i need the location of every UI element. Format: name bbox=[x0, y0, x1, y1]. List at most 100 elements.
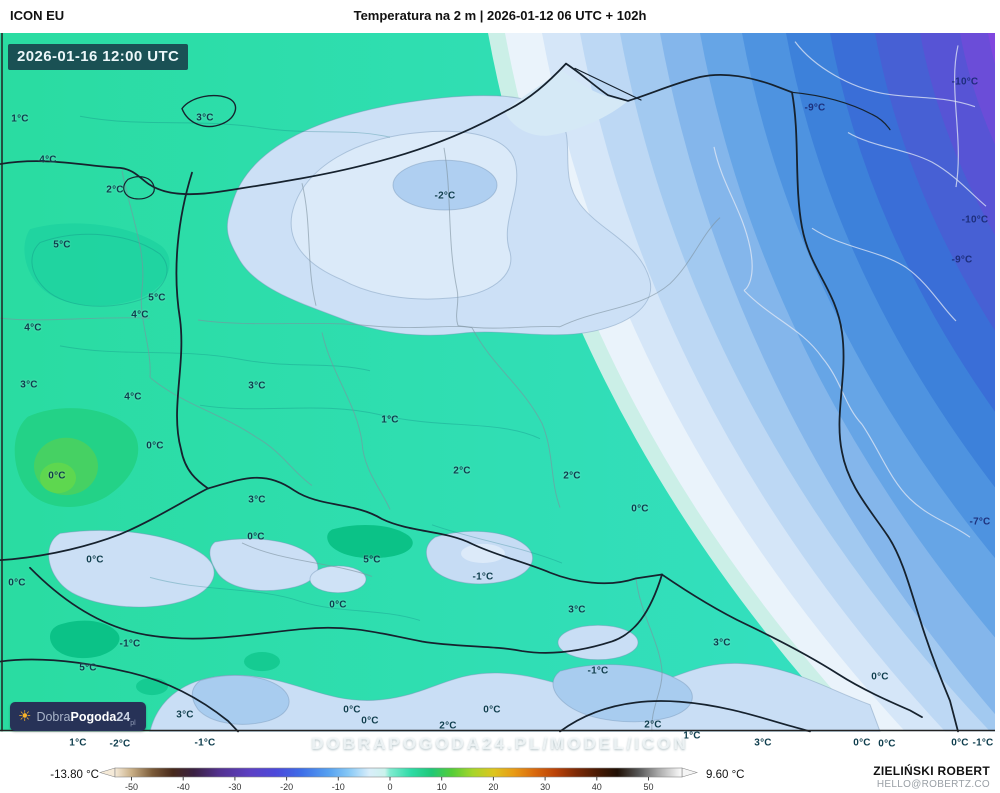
temp-label: 0°C bbox=[483, 704, 501, 716]
temp-label: 2°C bbox=[106, 184, 124, 196]
baltic-coastline bbox=[0, 62, 567, 196]
colorbar-gradient bbox=[114, 767, 683, 778]
hel-peninsula bbox=[574, 67, 642, 101]
temp-label: 4°C bbox=[39, 154, 57, 166]
temp-label: 3°C bbox=[754, 737, 772, 749]
temp-label: 3°C bbox=[196, 112, 214, 124]
temp-label: -9°C bbox=[951, 254, 973, 266]
author-email: HELLO@ROBERTZ.CO bbox=[876, 779, 990, 790]
poland-west-border bbox=[175, 171, 209, 490]
temp-label: 3°C bbox=[248, 380, 266, 392]
temp-label: 2°C bbox=[644, 719, 662, 731]
svg-text:20: 20 bbox=[488, 782, 498, 792]
temp-label: 0°C bbox=[951, 737, 969, 749]
temp-label: 0°C bbox=[878, 738, 896, 750]
temp-label: 5°C bbox=[53, 239, 71, 251]
dobrapogoda24-logo: ☀ Dobra Pogoda 24 pl bbox=[10, 702, 146, 731]
temp-label: 4°C bbox=[24, 322, 42, 334]
poland-east-border bbox=[791, 91, 959, 733]
temp-label: -2°C bbox=[109, 738, 131, 750]
colorbar: -50 -40 -30 -20 -10 0 10 20 30 40 50 bbox=[98, 767, 699, 792]
gdansk-bay-coast bbox=[565, 62, 793, 102]
bornholm-island bbox=[181, 94, 237, 128]
model-name: ICON EU bbox=[10, 8, 65, 23]
logo-text-dobra: Dobra bbox=[36, 709, 71, 724]
temp-label: 0°C bbox=[8, 577, 26, 589]
kaliningrad-border bbox=[791, 91, 891, 131]
temp-label: -1°C bbox=[587, 665, 609, 677]
weather-map: 1°C 3°C 4°C 2°C 5°C 5°C 4°C 4°C 3°C 3°C 4°C 0°C 0°C 3… bbox=[0, 33, 1000, 763]
czech-south-border bbox=[29, 566, 663, 654]
temp-label: 0°C bbox=[48, 470, 66, 482]
temp-label: 0°C bbox=[361, 715, 379, 727]
temperature-field bbox=[0, 33, 1000, 732]
temp-label: 3°C bbox=[713, 637, 731, 649]
temp-label: 5°C bbox=[363, 554, 381, 566]
temp-label: -1°C bbox=[472, 571, 494, 583]
poland-south-border bbox=[207, 476, 663, 585]
svg-text:-40: -40 bbox=[177, 782, 190, 792]
contour-lines bbox=[31, 115, 563, 621]
svg-text:10: 10 bbox=[437, 782, 447, 792]
admin-borders-light bbox=[713, 41, 987, 538]
weather-map-graphic bbox=[0, 33, 1000, 733]
logo-text-pogoda: Pogoda bbox=[70, 709, 117, 724]
colorbar-min-label: -13.80 °C bbox=[50, 769, 99, 781]
temp-label: 3°C bbox=[20, 379, 38, 391]
valid-time-badge: 2026-01-16 12:00 UTC bbox=[8, 44, 189, 70]
sun-icon: ☀ bbox=[18, 708, 32, 725]
header: ICON EU Temperatura na 2 m | 2026-01-12 … bbox=[0, 0, 1000, 33]
temp-label: 4°C bbox=[131, 309, 149, 321]
temp-label: -1°C bbox=[194, 737, 216, 749]
colorbar-max-label: 9.60 °C bbox=[706, 769, 745, 781]
temp-label: 5°C bbox=[148, 292, 166, 304]
temp-label: 0°C bbox=[343, 704, 361, 716]
temp-label: -10°C bbox=[951, 76, 979, 88]
svg-text:-10: -10 bbox=[332, 782, 345, 792]
colorbar-left-arrow bbox=[98, 767, 116, 778]
temp-label: -1°C bbox=[119, 638, 141, 650]
ruegen-island bbox=[123, 176, 155, 200]
temp-label: 0°C bbox=[146, 440, 164, 452]
cold-pockets bbox=[48, 70, 881, 732]
page-title: Temperatura na 2 m | 2026-01-12 06 UTC +… bbox=[353, 8, 647, 23]
temp-label: 1°C bbox=[381, 414, 399, 426]
svg-text:0: 0 bbox=[387, 782, 392, 792]
temp-label: 2°C bbox=[439, 720, 457, 732]
watermark: DOBRAPOGODA24.PL/MODEL/ICON bbox=[311, 734, 689, 753]
temp-label: 0°C bbox=[329, 599, 347, 611]
czech-northwest-border bbox=[0, 487, 209, 562]
logo-text-24: 24 bbox=[116, 709, 131, 724]
temp-label: 1°C bbox=[69, 737, 87, 749]
temp-label: 0°C bbox=[247, 531, 265, 543]
author-name: ZIELIŃSKI ROBERT bbox=[873, 764, 990, 778]
temp-label: 0°C bbox=[853, 737, 871, 749]
temp-label: -7°C bbox=[969, 516, 991, 528]
svg-text:40: 40 bbox=[592, 782, 602, 792]
temp-label: 1°C bbox=[683, 730, 701, 742]
warm-patches bbox=[14, 223, 413, 696]
temp-label: 5°C bbox=[79, 662, 97, 674]
logo-text-pl: pl bbox=[130, 720, 136, 727]
country-borders bbox=[0, 62, 959, 733]
temp-label: 0°C bbox=[86, 554, 104, 566]
svg-text:-20: -20 bbox=[280, 782, 293, 792]
temp-label: -9°C bbox=[804, 102, 826, 114]
svg-text:50: 50 bbox=[643, 782, 653, 792]
temp-label: 0°C bbox=[871, 671, 889, 683]
temp-label: 2°C bbox=[563, 470, 581, 482]
colorbar-ticks: -50 -40 -30 -20 -10 0 10 20 30 40 50 bbox=[125, 777, 654, 792]
legend-footer: -50 -40 -30 -20 -10 0 10 20 30 40 50 -13.80 °C 9.6… bbox=[0, 763, 1000, 793]
germany-austria-border bbox=[0, 658, 239, 733]
poland-southeast-border bbox=[661, 573, 923, 718]
temp-label: 3°C bbox=[568, 604, 586, 616]
temp-label: 1°C bbox=[11, 113, 29, 125]
admin-borders bbox=[0, 147, 721, 732]
svg-text:30: 30 bbox=[540, 782, 550, 792]
temp-label: -10°C bbox=[961, 214, 989, 226]
map-frame bbox=[0, 33, 1000, 732]
temp-label: 0°C bbox=[631, 503, 649, 515]
temp-label: 2°C bbox=[453, 465, 471, 477]
temp-label: -1°C bbox=[972, 737, 994, 749]
svg-text:-30: -30 bbox=[228, 782, 241, 792]
